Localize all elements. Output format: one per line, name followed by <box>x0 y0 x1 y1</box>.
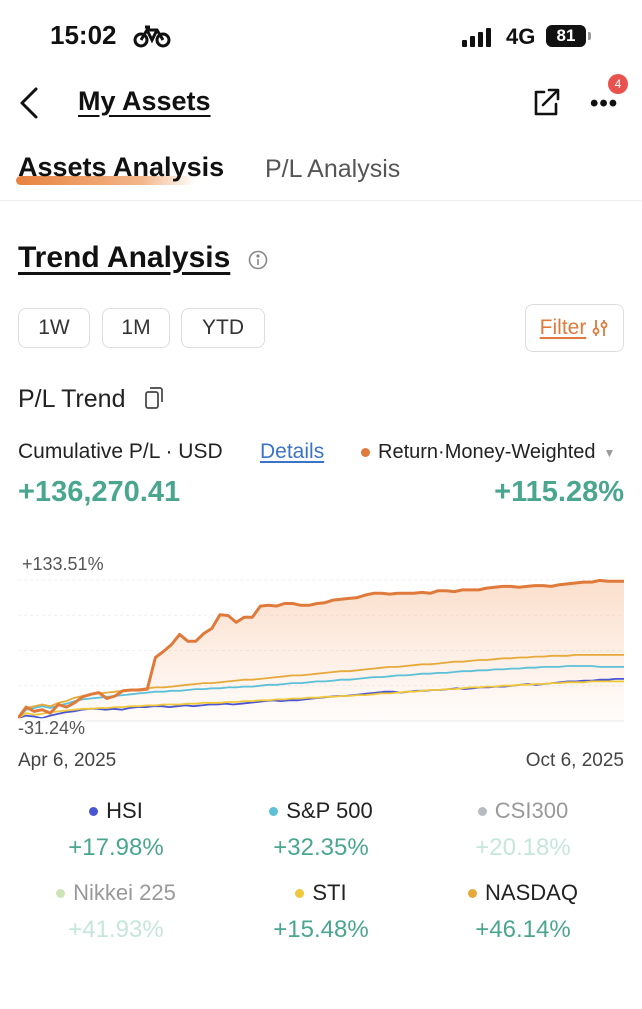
legend-dot <box>89 806 99 816</box>
section-title: Trend Analysis <box>18 241 231 274</box>
legend-name: Nikkei 225 <box>16 880 216 906</box>
period-1w-button[interactable]: 1W <box>18 308 90 348</box>
legend-dot <box>56 888 66 898</box>
legend-item-hsi[interactable]: HSI +17.98% <box>16 798 216 862</box>
filter-button[interactable]: Filter <box>525 304 624 352</box>
legend-value: +32.35% <box>273 834 369 861</box>
info-icon[interactable] <box>248 250 268 275</box>
x-end-label: Oct 6, 2025 <box>525 750 624 771</box>
legend-dot <box>468 888 478 898</box>
legend-name: CSI300 <box>423 798 623 824</box>
legend-item-nasdaq[interactable]: NASDAQ +46.14% <box>423 880 623 944</box>
tab-pl-analysis[interactable]: P/L Analysis <box>265 155 401 183</box>
legend-label: NASDAQ <box>485 880 578 905</box>
legend-item-sti[interactable]: STI +15.48% <box>221 880 421 944</box>
share-icon[interactable] <box>530 86 562 123</box>
period-1m-button[interactable]: 1M <box>102 308 170 348</box>
period-ytd-button[interactable]: YTD <box>181 308 265 348</box>
legend-item-csi300[interactable]: CSI300 +20.18% <box>423 798 623 862</box>
legend-item-s-p-500[interactable]: S&P 500 +32.35% <box>221 798 421 862</box>
legend-value: +17.98% <box>68 834 164 861</box>
legend-label: Nikkei 225 <box>73 880 176 905</box>
tab-divider <box>0 200 642 201</box>
legend-value: +46.14% <box>475 916 571 943</box>
battery-tip <box>588 32 591 40</box>
signal-icon <box>462 28 491 47</box>
legend-dot <box>269 806 279 816</box>
legend-name: S&P 500 <box>221 798 421 824</box>
caret-down-icon: ▼ <box>603 445 616 460</box>
active-tab-indicator <box>16 176 196 185</box>
bicycle-icon <box>133 24 171 53</box>
series-line-portfolio <box>18 578 624 720</box>
series-line-sti <box>18 680 624 719</box>
return-type-selector[interactable]: Return·Money-Weighted ▼ <box>361 441 615 464</box>
y-max-label: +133.51% <box>22 554 104 574</box>
tab-assets-analysis[interactable]: Assets Analysis <box>18 152 225 182</box>
pl-trend-chart[interactable] <box>18 576 624 746</box>
battery-icon: 81 <box>546 25 586 47</box>
series-line-nasdaq <box>18 654 624 719</box>
x-start-label: Apr 6, 2025 <box>18 750 117 771</box>
legend-label: HSI <box>106 798 143 823</box>
legend-value: +15.48% <box>273 916 369 943</box>
return-type-label: Return·Money-Weighted <box>378 441 596 463</box>
legend-name: STI <box>221 880 421 906</box>
legend-name: NASDAQ <box>423 880 623 906</box>
copy-icon[interactable] <box>144 386 164 415</box>
legend-value: +41.93% <box>68 916 164 943</box>
details-link[interactable]: Details <box>260 440 325 463</box>
legend-label: CSI300 <box>494 798 569 823</box>
legend-dot <box>295 888 305 898</box>
cumulative-pl-value: +136,270.41 <box>18 476 181 508</box>
portfolio-area <box>18 580 624 721</box>
sliders-icon <box>592 320 608 336</box>
pl-trend-label: P/L Trend <box>18 385 126 413</box>
network-type: 4G <box>506 24 536 49</box>
status-time: 15:02 <box>50 20 117 50</box>
notification-badge: 4 <box>608 74 628 94</box>
y-min-label: -31.24% <box>18 718 86 739</box>
legend-label: S&P 500 <box>286 798 373 823</box>
legend-label: STI <box>312 880 347 905</box>
back-button[interactable] <box>16 86 44 125</box>
legend-value: +20.18% <box>475 834 571 861</box>
more-options-button[interactable]: ••• <box>590 90 619 117</box>
legend-dot <box>477 806 487 816</box>
page-title[interactable]: My Assets <box>78 86 211 116</box>
filter-label: Filter <box>539 316 587 339</box>
return-value: +115.28% <box>494 476 624 508</box>
return-dot <box>361 448 370 457</box>
legend-name: HSI <box>16 798 216 824</box>
legend-item-nikkei-225[interactable]: Nikkei 225 +41.93% <box>16 880 216 944</box>
cumulative-pl-label: Cumulative P/L · USD <box>18 440 223 463</box>
series-line-s-p-500 <box>18 665 624 719</box>
